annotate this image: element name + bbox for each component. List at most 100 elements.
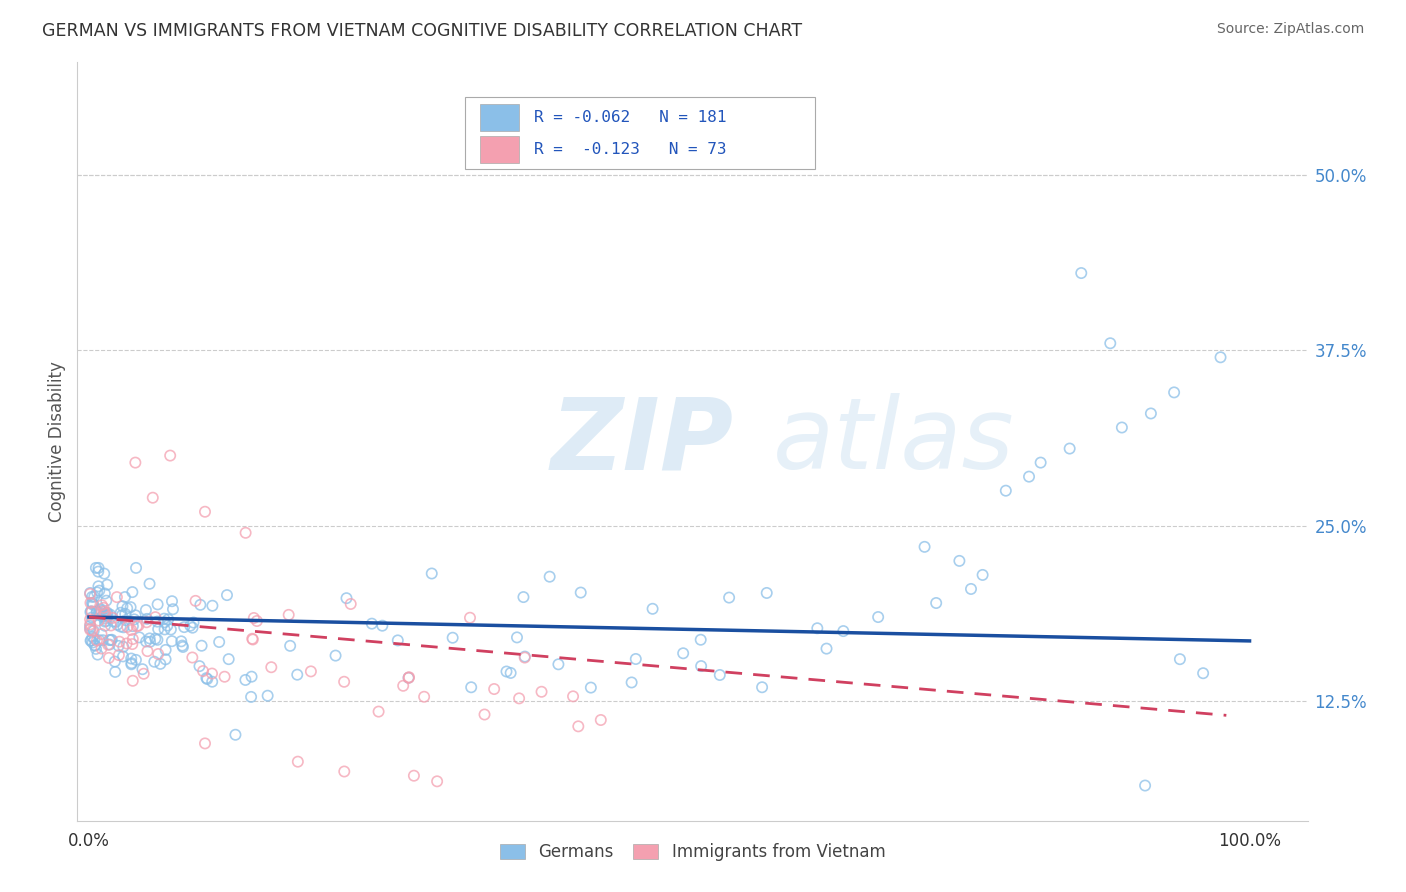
Point bbox=[287, 755, 309, 769]
Point bbox=[82, 630, 104, 644]
Point bbox=[960, 582, 983, 596]
Text: GERMAN VS IMMIGRANTS FROM VIETNAM COGNITIVE DISABILITY CORRELATION CHART: GERMAN VS IMMIGRANTS FROM VIETNAM COGNIT… bbox=[42, 22, 803, 40]
Text: ZIP: ZIP bbox=[551, 393, 734, 490]
Point bbox=[87, 605, 110, 619]
Point bbox=[195, 671, 218, 685]
Point bbox=[672, 646, 695, 660]
Point bbox=[114, 590, 136, 604]
Point bbox=[188, 659, 211, 673]
Point bbox=[183, 615, 205, 630]
Point bbox=[90, 604, 112, 618]
Point bbox=[620, 675, 643, 690]
Point bbox=[181, 650, 204, 665]
Point bbox=[107, 639, 129, 653]
Point bbox=[79, 605, 101, 619]
Point bbox=[124, 608, 146, 623]
Point bbox=[624, 652, 647, 666]
Point bbox=[84, 638, 107, 652]
Point bbox=[146, 598, 169, 612]
Point bbox=[201, 674, 224, 689]
Point bbox=[482, 681, 505, 696]
Point bbox=[214, 670, 236, 684]
Point bbox=[120, 657, 142, 672]
Point bbox=[398, 670, 420, 684]
Point bbox=[367, 705, 389, 719]
Point bbox=[135, 603, 157, 617]
Point bbox=[201, 599, 224, 613]
Point bbox=[138, 632, 160, 646]
Point bbox=[815, 641, 838, 656]
Point bbox=[96, 610, 118, 624]
Point bbox=[190, 598, 212, 612]
Point bbox=[124, 456, 146, 470]
Point bbox=[98, 638, 121, 652]
Point bbox=[1029, 456, 1052, 470]
Point bbox=[538, 570, 561, 584]
Point bbox=[499, 665, 522, 680]
Point bbox=[94, 615, 117, 629]
Point bbox=[86, 605, 108, 619]
Point bbox=[868, 610, 890, 624]
Point bbox=[87, 565, 110, 579]
Point bbox=[1133, 779, 1156, 793]
Point bbox=[179, 619, 201, 633]
Point bbox=[474, 707, 496, 722]
Point bbox=[806, 621, 828, 635]
Point bbox=[94, 607, 117, 622]
Point bbox=[84, 561, 107, 575]
Point bbox=[132, 666, 155, 681]
Point bbox=[148, 622, 170, 636]
Point bbox=[110, 619, 132, 633]
Point bbox=[1192, 666, 1215, 681]
Point bbox=[690, 659, 713, 673]
Point bbox=[79, 617, 101, 632]
Point bbox=[82, 624, 104, 638]
Point bbox=[153, 612, 176, 626]
Point bbox=[371, 618, 394, 632]
Point bbox=[80, 605, 103, 619]
Point bbox=[115, 601, 138, 615]
Point bbox=[125, 561, 148, 575]
Point bbox=[121, 673, 143, 688]
Point bbox=[153, 623, 176, 637]
Point bbox=[402, 769, 425, 783]
Point bbox=[335, 591, 357, 606]
Point bbox=[80, 590, 103, 604]
Text: R =  -0.123   N = 73: R = -0.123 N = 73 bbox=[534, 142, 727, 157]
Point bbox=[506, 631, 529, 645]
Point bbox=[104, 615, 127, 629]
Point bbox=[508, 691, 530, 706]
Point bbox=[79, 622, 101, 636]
Point bbox=[80, 633, 103, 648]
Point bbox=[115, 636, 138, 650]
Point bbox=[162, 602, 184, 616]
Point bbox=[547, 657, 569, 672]
Point bbox=[142, 491, 165, 505]
Point bbox=[194, 505, 217, 519]
Point bbox=[80, 604, 103, 618]
Point bbox=[98, 633, 121, 648]
Point bbox=[513, 649, 536, 664]
Point bbox=[105, 617, 128, 632]
Point bbox=[240, 632, 263, 646]
Point bbox=[79, 619, 101, 633]
Point bbox=[1018, 469, 1040, 483]
Point bbox=[93, 566, 115, 581]
Point bbox=[83, 639, 105, 653]
Point bbox=[79, 623, 101, 637]
Point bbox=[105, 590, 128, 604]
Point bbox=[90, 627, 112, 641]
Point bbox=[146, 615, 169, 629]
Point bbox=[79, 612, 101, 626]
Point bbox=[398, 671, 420, 685]
Point bbox=[146, 632, 169, 647]
Point bbox=[127, 618, 149, 632]
Point bbox=[93, 605, 115, 619]
Point bbox=[160, 594, 183, 608]
Point bbox=[135, 615, 157, 630]
Point bbox=[86, 585, 108, 599]
Point bbox=[994, 483, 1017, 498]
Point bbox=[94, 612, 117, 626]
Point bbox=[191, 664, 214, 678]
Point bbox=[224, 728, 246, 742]
